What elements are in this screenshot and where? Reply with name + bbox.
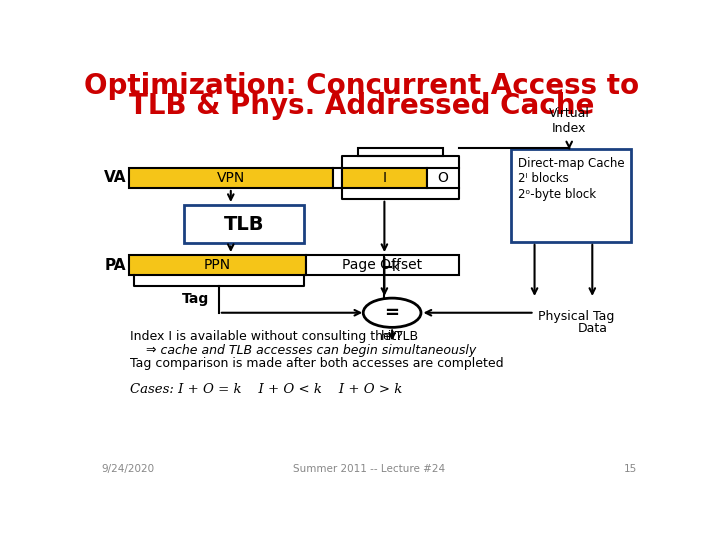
Text: O: O [438, 171, 449, 185]
Text: VPN: VPN [217, 171, 245, 185]
Text: 2ᴵ blocks: 2ᴵ blocks [518, 172, 568, 185]
Text: ⇒ cache and TLB accesses can begin simultaneously: ⇒ cache and TLB accesses can begin simul… [145, 343, 476, 356]
Bar [342, 168, 427, 188]
Text: Data: Data [577, 322, 607, 335]
Text: 2ᵒ-byte block: 2ᵒ-byte block [518, 188, 595, 201]
Text: =: = [384, 303, 400, 322]
Ellipse shape [363, 298, 421, 327]
Text: VA: VA [104, 171, 126, 186]
Text: PPN: PPN [204, 258, 231, 272]
Text: Physical Tag: Physical Tag [539, 310, 615, 323]
Bar [184, 205, 304, 244]
Text: PA: PA [104, 258, 126, 273]
Text: I: I [382, 171, 387, 185]
Text: 9/24/2020: 9/24/2020 [101, 464, 154, 475]
Text: Page Offset: Page Offset [343, 258, 423, 272]
Text: Summer 2011 -- Lecture #24: Summer 2011 -- Lecture #24 [293, 464, 445, 475]
Text: Index I is available without consulting the TLB: Index I is available without consulting … [130, 330, 418, 343]
Text: Tag comparison is made after both accesses are completed: Tag comparison is made after both access… [130, 356, 504, 369]
Text: Optimization: Concurrent Access to: Optimization: Concurrent Access to [84, 72, 639, 100]
Text: Virtual
Index: Virtual Index [549, 107, 590, 135]
Bar [427, 168, 459, 188]
Bar [511, 150, 631, 242]
Text: TLB: TLB [224, 215, 264, 234]
Text: Direct-map Cache: Direct-map Cache [518, 157, 624, 170]
Text: hit?: hit? [381, 330, 403, 343]
Bar [129, 255, 306, 275]
Bar [359, 148, 443, 156]
Bar [333, 168, 342, 188]
Text: k: k [392, 260, 400, 274]
Bar [129, 168, 333, 188]
Text: Tag: Tag [182, 292, 210, 306]
Text: Cases: I + O = k    I + O < k    I + O > k: Cases: I + O = k I + O < k I + O > k [130, 383, 402, 396]
Text: 15: 15 [624, 464, 637, 475]
Bar [306, 255, 459, 275]
Text: TLB & Phys. Addressed Cache: TLB & Phys. Addressed Cache [129, 92, 594, 120]
